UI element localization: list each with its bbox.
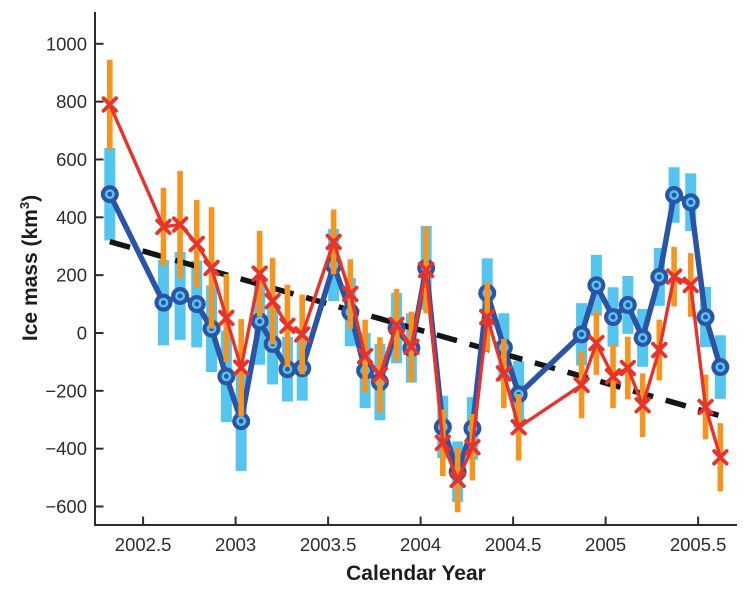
- x-marker: [449, 471, 466, 489]
- x-marker: [651, 341, 668, 359]
- circle-marker: [696, 308, 715, 327]
- x-marker: [510, 419, 527, 436]
- x-marker: [634, 397, 651, 414]
- y-axis-label: Ice mass (km3): [17, 195, 43, 341]
- circle-marker: [232, 412, 251, 431]
- x-marker: [682, 276, 699, 294]
- y-tick-label: −600: [45, 496, 87, 517]
- x-marker: [356, 347, 374, 365]
- x-marker: [101, 96, 119, 113]
- circle-marker: [187, 295, 206, 314]
- x-marker: [434, 434, 452, 452]
- x-axis-label: Calendar Year: [346, 562, 486, 585]
- y-axis-ticks: 1000 800 600 400 200 0 −200 −400 −600: [45, 33, 104, 517]
- circle-marker: [154, 293, 173, 312]
- x-marker: [294, 326, 311, 343]
- circle-marker: [711, 358, 730, 377]
- circle-marker: [665, 186, 684, 205]
- circle-marker: [217, 367, 236, 386]
- x-tick-label: 2003: [215, 534, 256, 555]
- x-marker: [403, 338, 420, 356]
- axes: [94, 12, 737, 526]
- x-marker: [464, 439, 481, 456]
- circle-marker: [250, 312, 269, 331]
- y-axis-label-superscript: 3: [17, 201, 32, 210]
- red-x-markers: [101, 96, 729, 489]
- x-marker: [218, 309, 235, 327]
- y-axis-label-text: Ice mass (km: [19, 209, 42, 342]
- x-tick-label: 2005: [585, 534, 626, 555]
- x-tick-label: 2002.5: [115, 534, 172, 555]
- x-axis-ticks: 2002.5 2003 2003.5 2004 2004.5 2005 2005.5: [115, 516, 727, 555]
- circle-marker: [587, 276, 606, 295]
- x-marker: [619, 359, 637, 377]
- circle-marker: [681, 193, 700, 212]
- red-series-line: [108, 102, 723, 482]
- circle-marker: [633, 328, 652, 347]
- x-tick-label: 2003.5: [300, 534, 357, 555]
- y-tick-label: 0: [77, 322, 87, 343]
- x-marker: [388, 316, 405, 334]
- y-tick-label: 1000: [46, 33, 87, 54]
- x-tick-label: 2004: [400, 534, 441, 555]
- x-marker: [417, 261, 435, 279]
- x-marker: [665, 268, 683, 285]
- x-marker: [495, 365, 513, 382]
- x-marker: [251, 265, 268, 282]
- y-tick-label: −400: [45, 438, 87, 459]
- x-marker: [588, 334, 605, 352]
- x-marker: [203, 259, 220, 277]
- y-tick-label: 200: [56, 265, 87, 286]
- x-marker: [712, 449, 729, 466]
- x-marker: [264, 292, 281, 310]
- x-tick-label: 2005.5: [670, 534, 727, 555]
- y-tick-label: 600: [56, 149, 87, 170]
- y-axis-label-close: ): [19, 194, 42, 202]
- x-marker: [604, 368, 622, 385]
- x-marker: [188, 235, 205, 253]
- circle-marker: [650, 267, 669, 286]
- x-marker: [325, 233, 342, 251]
- circle-marker: [572, 325, 591, 344]
- x-marker: [171, 216, 189, 233]
- circle-marker: [100, 185, 119, 204]
- y-tick-label: 800: [56, 91, 87, 112]
- x-marker: [697, 398, 714, 416]
- circle-marker: [171, 286, 190, 305]
- circle-marker: [604, 308, 623, 327]
- x-tick-label: 2004.5: [485, 534, 542, 555]
- x-marker: [232, 359, 250, 376]
- y-tick-label: −200: [45, 380, 87, 401]
- x-marker: [342, 285, 359, 303]
- circle-marker: [618, 295, 637, 314]
- x-marker: [155, 218, 172, 236]
- y-tick-label: 400: [56, 207, 87, 228]
- x-marker: [279, 317, 296, 334]
- x-marker: [573, 376, 590, 394]
- x-marker: [371, 366, 389, 384]
- x-marker: [479, 308, 496, 326]
